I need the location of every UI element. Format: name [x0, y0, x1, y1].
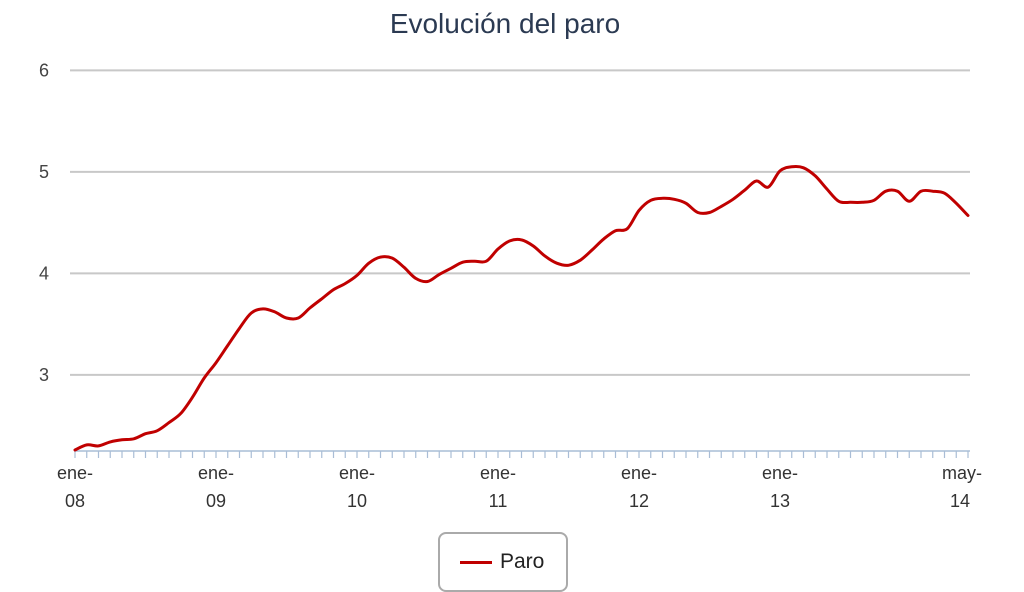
x-tick-label: ene-	[621, 463, 657, 483]
x-tick-label: ene-	[198, 463, 234, 483]
gridlines	[70, 69, 970, 376]
x-axis: ene- 08 ene- 09 ene- 10 ene- 11 ene- 12 ene- 13 may-…	[57, 450, 982, 511]
legend-label-paro: Paro	[500, 550, 545, 573]
x-tick-label: 11	[489, 491, 508, 511]
x-tick-label: 10	[347, 491, 367, 511]
x-tick-label: 09	[206, 491, 226, 511]
line-chart: 3 4 5 6 ene- 08 ene- 09 ene- 10 ene- 11 ene- 12 ene- 1…	[39, 60, 982, 511]
y-axis: 3 4 5 6	[39, 60, 49, 385]
x-tick-label: may-	[942, 463, 982, 483]
x-tick-label: ene-	[762, 463, 798, 483]
legend-swatch-paro	[460, 561, 492, 564]
x-tick-label: 14	[950, 491, 970, 511]
x-tick-label: ene-	[480, 463, 516, 483]
x-tick-label: 13	[770, 491, 790, 511]
series-line-paro[interactable]	[73, 165, 970, 452]
y-tick-label: 6	[39, 60, 49, 80]
x-tick-label: ene-	[57, 463, 93, 483]
y-tick-label: 3	[39, 365, 49, 385]
y-tick-label: 5	[39, 162, 49, 182]
y-tick-label: 4	[39, 263, 49, 283]
legend[interactable]: Paro	[438, 532, 568, 592]
x-tick-label: ene-	[339, 463, 375, 483]
chart-title: Evolución del paro	[389, 8, 621, 39]
x-tick-label: 12	[629, 491, 649, 511]
series-layer	[73, 165, 970, 452]
x-tick-label: 08	[65, 491, 85, 511]
